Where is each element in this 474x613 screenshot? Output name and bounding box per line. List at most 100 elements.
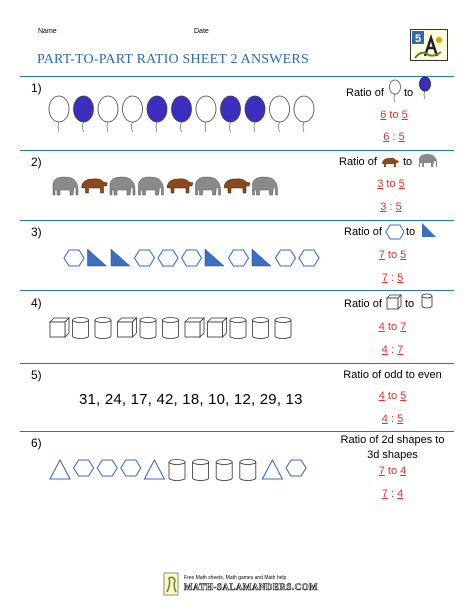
ratio-question-5: Ratio of odd to even xyxy=(343,369,442,381)
question-number: 5) xyxy=(31,368,42,382)
question-number: 3) xyxy=(31,225,42,239)
cylinder-icon xyxy=(192,459,210,481)
cube-icon xyxy=(206,317,228,338)
ratio-question-2: Ratio of to xyxy=(335,153,447,171)
ratio-question-3: Ratio of to xyxy=(340,223,445,241)
answer-colon-3: 7 : 5 xyxy=(381,272,404,284)
hexagon-icon xyxy=(298,249,320,267)
salamander-logo: 5 xyxy=(410,29,448,61)
blue-balloon-icon xyxy=(419,76,431,100)
hexagon-icon xyxy=(96,459,118,477)
bear-icon xyxy=(382,157,399,167)
hexagon-icon xyxy=(227,249,250,267)
cylinder-icon xyxy=(252,317,269,339)
hexagon-icon xyxy=(63,249,85,267)
triangle-icon xyxy=(110,248,131,267)
answer-colon-4: 4 : 7 xyxy=(381,344,404,356)
balloon-white-icon xyxy=(48,95,70,133)
hexagon-icon xyxy=(385,224,405,240)
colon-a: 6 xyxy=(383,131,390,143)
balloon-white-icon xyxy=(97,95,119,133)
section-divider xyxy=(20,363,454,364)
ratio-prefix: Ratio of xyxy=(339,156,377,168)
animal-row xyxy=(52,176,278,196)
shape-row-6 xyxy=(49,458,307,481)
answer-colon-2: 3 : 5 xyxy=(380,201,402,213)
white-balloon-icon xyxy=(389,79,401,103)
ratio-prefix: Ratio of xyxy=(344,226,382,238)
cylinder-icon xyxy=(215,459,233,481)
ratio-question-6-line1: Ratio of 2d shapes to xyxy=(340,434,445,446)
balloon-white-icon xyxy=(269,95,290,133)
ratio-question-6-line2: 3d shapes xyxy=(367,449,418,461)
triangle-icon xyxy=(204,248,225,267)
cube-icon xyxy=(184,317,205,338)
hexagon-icon xyxy=(120,459,142,477)
bear-icon xyxy=(81,178,108,194)
elephant-icon xyxy=(252,176,278,196)
answer-a: 6 xyxy=(380,109,387,121)
section-divider xyxy=(20,290,454,291)
elephant-icon xyxy=(419,154,437,167)
triangle-outline-icon xyxy=(143,458,166,480)
balloon-white-icon xyxy=(195,95,217,133)
hexagon-icon xyxy=(72,459,95,477)
ratio-mid: to xyxy=(405,298,415,310)
elephant-icon xyxy=(52,176,79,196)
balloon-blue-icon xyxy=(244,95,266,133)
triangle-icon xyxy=(87,248,108,267)
section-divider xyxy=(20,76,454,77)
ratio-prefix: Ratio of xyxy=(346,87,384,99)
name-label: Name xyxy=(38,28,57,35)
answer-to-6: 7 to 4 xyxy=(378,465,407,477)
salamander-icon xyxy=(163,572,179,596)
triangle-outline-icon xyxy=(49,458,71,480)
question-number: 2) xyxy=(31,155,42,169)
ratio-prefix: Ratio of xyxy=(344,298,382,310)
cube-icon xyxy=(116,317,138,338)
balloon-white-icon xyxy=(122,95,143,133)
triangle-icon xyxy=(422,223,436,237)
elephant-icon xyxy=(138,176,164,196)
ratio-mid: to xyxy=(404,87,414,99)
section-divider xyxy=(20,431,454,432)
shape-row-4 xyxy=(49,317,292,339)
cylinder-icon xyxy=(421,293,433,309)
answer-to-4: 4 to 7 xyxy=(378,321,407,333)
footer-tagline: Free Math sheets, Math games and Math he… xyxy=(184,575,287,581)
answer-to-5: 4 to 5 xyxy=(378,390,407,402)
question-number: 1) xyxy=(31,81,42,95)
answer-word: to xyxy=(389,109,399,121)
answer-to-2: 3 to 5 xyxy=(377,178,405,190)
balloon-blue-icon xyxy=(171,95,192,133)
hexagon-icon xyxy=(285,459,307,477)
hexagon-icon xyxy=(157,249,179,267)
section-divider xyxy=(20,220,454,221)
number-list: 31, 24, 17, 42, 18, 10, 12, 29, 13 xyxy=(79,391,303,408)
balloon-row xyxy=(48,95,315,133)
cylinder-icon xyxy=(139,317,157,339)
shape-row-3 xyxy=(63,248,320,267)
salamander-logo-icon: 5 xyxy=(412,31,442,59)
ratio-question-4: Ratio of to xyxy=(340,293,445,311)
answer-to-1: 6 to 5 xyxy=(344,109,444,121)
ratio-mid: to xyxy=(406,226,416,238)
elephant-icon xyxy=(109,176,136,196)
question-number: 4) xyxy=(31,296,42,310)
footer-site[interactable]: MATH-SALAMANDERS.COM xyxy=(184,582,319,593)
section-divider xyxy=(20,150,454,151)
hexagon-icon xyxy=(180,249,203,267)
question-number: 6) xyxy=(31,436,42,450)
triangle-icon xyxy=(251,248,272,267)
elephant-icon xyxy=(195,176,221,196)
cylinder-icon xyxy=(274,317,292,339)
balloon-blue-icon xyxy=(220,95,241,133)
cylinder-icon xyxy=(168,459,186,481)
footer: Free Math sheets, Math games and Math he… xyxy=(163,572,318,596)
balloon-white-icon xyxy=(293,95,315,133)
bear-icon xyxy=(223,178,251,194)
answer-colon-6: 7 : 4 xyxy=(381,488,404,500)
date-label: Date xyxy=(194,28,209,35)
answer-b: 5 xyxy=(401,109,408,121)
cube-icon xyxy=(49,317,70,338)
